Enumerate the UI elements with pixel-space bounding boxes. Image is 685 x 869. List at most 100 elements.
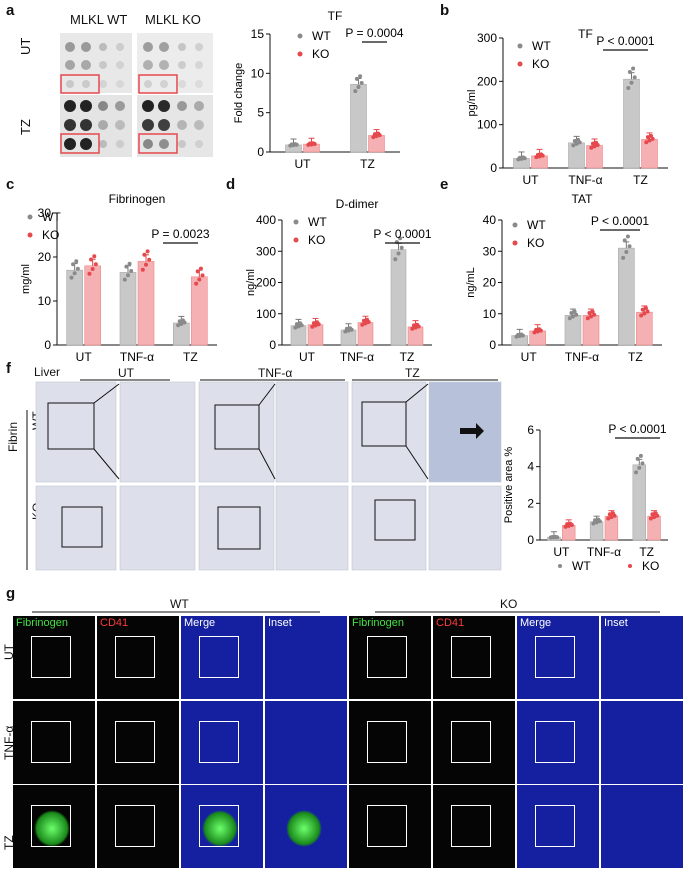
a_tf-title: TF <box>328 9 343 23</box>
if-tile-wt-fibrinogen: Fibrinogen <box>13 616 95 699</box>
if-tile-ko-merge: Merge <box>517 616 599 699</box>
if-tile-ko-merge <box>517 785 599 868</box>
c_fib-data-point <box>195 269 200 274</box>
panel-label-f: f <box>6 360 11 377</box>
e_tat-data-point <box>569 310 574 315</box>
f_area-data-point <box>609 515 614 520</box>
d_dd-ytick-label: 300 <box>256 244 276 258</box>
d_dd-data-point <box>293 325 298 330</box>
b_tf-data-point <box>645 135 650 140</box>
e_tat-xtick-label: TNF-α <box>565 350 599 364</box>
d_dd-data-point <box>316 322 321 327</box>
d_dd-data-point <box>410 326 415 331</box>
inset-box <box>199 805 239 847</box>
f_area-data-point <box>612 513 617 518</box>
b_tf-data-point <box>592 144 597 149</box>
liver-title: Liver <box>34 365 61 379</box>
c_fib-p-value: P = 0.0023 <box>151 227 209 241</box>
e_tat-data-point <box>520 333 525 338</box>
e_tat-data-point <box>640 307 645 312</box>
e_tat-data-point <box>622 238 627 243</box>
inset-box <box>451 721 491 763</box>
e_tat-data-point <box>639 313 644 318</box>
a_tf-xtick-label: UT <box>295 157 312 171</box>
inset-box <box>31 805 71 847</box>
c_fib-data-point <box>127 261 132 266</box>
panel-label-g: g <box>6 585 16 602</box>
d_dd-data-point <box>399 245 404 250</box>
f_area-data-point <box>648 516 653 521</box>
d_dd-legend-ko: KO <box>308 233 325 247</box>
c_fib-legend-ko: KO <box>42 228 59 242</box>
e_tat-data-point <box>592 312 597 317</box>
e_tat-ytick-label: 0 <box>489 338 496 352</box>
d_dd-title: D-dimer <box>336 197 379 211</box>
panel-label-c: c <box>6 176 15 193</box>
inset-box <box>115 721 155 763</box>
b_tf-ytick-label: 100 <box>477 118 497 132</box>
inset-box <box>451 805 491 847</box>
if-channel-label: Fibrinogen <box>352 617 404 629</box>
f_area-data-point <box>640 461 645 466</box>
d_dd-data-point <box>398 236 403 241</box>
c_fib-data-point <box>145 249 150 254</box>
if-channel-label: CD41 <box>436 617 465 629</box>
f_area-xtick-label: UT <box>553 545 570 559</box>
if-tile-ko-inset <box>601 701 683 784</box>
d_dd-data-point <box>313 323 318 328</box>
f_area-ylabel: Positive area % <box>503 447 515 524</box>
c_fib-xtick-label: UT <box>76 350 93 364</box>
inset-box <box>367 721 407 763</box>
if-channel-label: Fibrinogen <box>16 617 68 629</box>
if-tile-wt-fibrinogen <box>13 701 95 784</box>
c_fib-ytick-label: 0 <box>44 338 51 352</box>
if-tile-wt-merge: Merge <box>181 616 263 699</box>
c_fib-data-point <box>72 271 77 276</box>
if-tile-ko-cd41 <box>433 785 515 868</box>
b_tf-p-value: P < 0.0001 <box>596 34 654 48</box>
inset-box <box>535 721 575 763</box>
e_tat-data-point <box>585 316 590 321</box>
if-group-ko: KO <box>500 597 518 611</box>
d_dd-ylabel: ng/ml <box>245 269 257 296</box>
d_dd-xtick-label: UT <box>299 350 316 364</box>
b_tf-legend-wt: WT <box>532 39 551 53</box>
d_dd-xtick-label: TNF-α <box>340 350 374 364</box>
inset-box <box>115 636 155 678</box>
d_dd-ytick-label: 100 <box>256 307 276 321</box>
e_tat-data-point <box>621 255 626 260</box>
f_area-data-point <box>652 515 657 520</box>
f_area-p-value: P < 0.0001 <box>608 422 666 436</box>
c_fib-legend-wt: WT <box>42 210 61 224</box>
c_fib-data-point <box>176 323 181 328</box>
a_tf-p-value: P = 0.0004 <box>345 26 403 40</box>
b_tf-data-point <box>647 138 652 143</box>
e_tat-data-point <box>571 314 575 319</box>
f_area-legend-wt: WT <box>572 559 591 573</box>
if-tile-wt-fibrinogen <box>13 785 95 868</box>
b_tf-ylabel: pg/ml <box>466 90 478 117</box>
a_tf-data-point <box>294 142 299 147</box>
b_tf-data-point <box>631 66 636 71</box>
if-tile-ko-cd41 <box>433 701 515 784</box>
b_tf-data-point <box>571 143 576 148</box>
b_tf-data-point <box>572 138 577 143</box>
d_dd-data-point <box>363 321 368 326</box>
f_area-legend-ko: KO <box>642 559 659 573</box>
c_fib-data-point <box>122 277 127 282</box>
c_fib-data-point <box>194 281 199 286</box>
c_fib-data-point <box>74 259 79 264</box>
f_area-ytick-label: 0 <box>527 533 534 547</box>
b_tf-legend-wt-marker <box>517 43 523 49</box>
b_tf-data-point <box>589 145 594 150</box>
b_tf-data-point <box>650 136 655 141</box>
c_fib-data-point <box>71 262 76 267</box>
e_tat-p-value: P < 0.0001 <box>591 214 649 228</box>
c_fib-data-point <box>198 266 203 271</box>
a_tf-data-point <box>353 89 358 94</box>
if-tile-wt-inset <box>265 701 347 784</box>
e_tat-ytick-label: 40 <box>483 213 497 227</box>
e_tat-ytick-label: 30 <box>483 244 497 258</box>
